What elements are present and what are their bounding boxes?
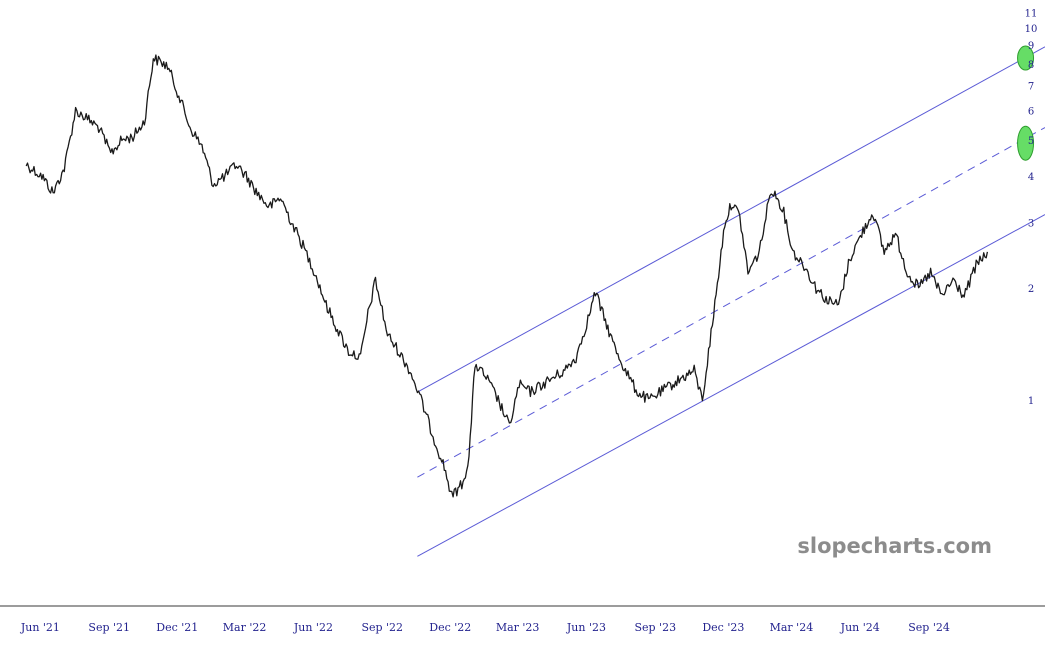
x-tick-label: Dec '23 xyxy=(702,621,744,634)
x-tick-label: Mar '24 xyxy=(770,621,814,634)
target-ellipse-2 xyxy=(1017,125,1035,161)
y-tick-label: 4 xyxy=(1028,172,1034,183)
x-axis-ticks: Jun '21 Sep '21 Dec '21 Mar '22 Jun '22 Sep '… xyxy=(20,621,950,634)
y-tick-label: 1 xyxy=(1028,396,1034,407)
channel-line-upper xyxy=(417,46,1045,393)
price-line xyxy=(25,54,989,498)
x-tick-label: Jun '24 xyxy=(840,621,880,634)
y-tick-label: 6 xyxy=(1028,106,1034,117)
y-tick-label: 8 xyxy=(1028,60,1034,71)
x-tick-label: Sep '24 xyxy=(908,621,950,634)
y-tick-label: 10 xyxy=(1025,24,1038,35)
y-axis-ticks: 1 2 3 4 5 6 7 8 9 10 11 xyxy=(1025,9,1038,407)
y-tick-label: 9 xyxy=(1028,41,1034,52)
target-ellipses xyxy=(1017,45,1035,161)
x-tick-label: Jun '21 xyxy=(20,621,60,634)
channel-line-lower xyxy=(417,214,1045,557)
price-series xyxy=(25,54,989,498)
x-tick-label: Mar '22 xyxy=(223,621,267,634)
y-tick-label: 5 xyxy=(1028,136,1034,147)
channel-line-middle xyxy=(417,127,1045,478)
x-tick-label: Dec '22 xyxy=(429,621,471,634)
watermark: slopecharts.com xyxy=(797,534,992,558)
target-ellipse-1 xyxy=(1017,45,1035,71)
x-tick-label: Sep '21 xyxy=(88,621,130,634)
x-tick-label: Sep '23 xyxy=(634,621,676,634)
x-tick-label: Jun '23 xyxy=(566,621,606,634)
x-tick-label: Sep '22 xyxy=(361,621,403,634)
x-tick-label: Jun '22 xyxy=(293,621,333,634)
x-tick-label: Dec '21 xyxy=(156,621,198,634)
y-tick-label: 7 xyxy=(1028,82,1034,93)
y-tick-label: 11 xyxy=(1025,9,1038,20)
y-tick-label: 3 xyxy=(1028,218,1034,229)
channel-lines xyxy=(417,46,1045,557)
x-tick-label: Mar '23 xyxy=(496,621,540,634)
y-tick-label: 2 xyxy=(1028,284,1034,295)
